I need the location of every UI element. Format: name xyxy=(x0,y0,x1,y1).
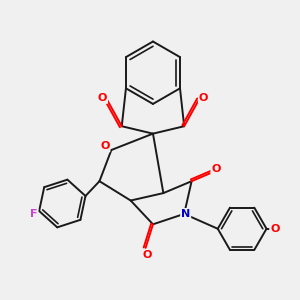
Text: O: O xyxy=(270,224,280,234)
Text: O: O xyxy=(98,93,107,103)
Text: O: O xyxy=(211,164,221,174)
Text: O: O xyxy=(199,93,208,103)
Text: F: F xyxy=(30,209,38,219)
Text: N: N xyxy=(181,209,190,219)
Text: O: O xyxy=(100,141,110,152)
Text: O: O xyxy=(142,250,152,260)
